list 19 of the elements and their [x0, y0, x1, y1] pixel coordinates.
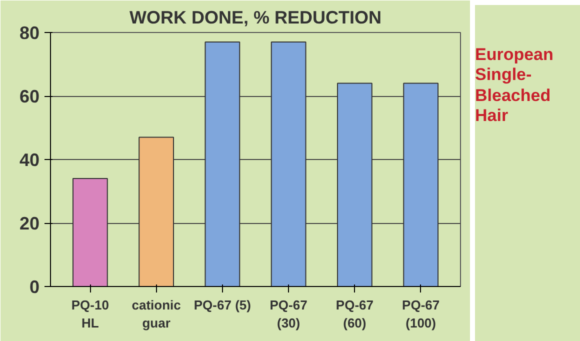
- bar: [204, 42, 240, 286]
- x-tick-label: PQ-67 (100): [402, 298, 440, 330]
- bar: [138, 136, 174, 286]
- bar: [72, 178, 108, 286]
- y-tick-label: 60: [19, 86, 40, 106]
- bar: [270, 42, 306, 286]
- x-tick-label: cationic guar: [132, 298, 181, 330]
- y-tick-label: 40: [19, 150, 40, 170]
- chart-title: WORK DONE, % REDUCTION: [130, 8, 382, 28]
- x-tick-label: PQ-10 HL: [71, 298, 109, 330]
- bar: [337, 82, 372, 286]
- bar: [403, 82, 439, 286]
- text: European Single- Bleached Hair: [475, 45, 554, 127]
- y-tick-label: 80: [19, 23, 40, 43]
- y-tick-label: 20: [19, 214, 40, 234]
- x-tick-label: PQ-67 (60): [336, 298, 374, 330]
- x-tick-label: PQ-67 (30): [270, 298, 308, 330]
- y-tick-label: 0: [29, 277, 40, 297]
- x-tick-label: PQ-67 (5): [194, 298, 251, 312]
